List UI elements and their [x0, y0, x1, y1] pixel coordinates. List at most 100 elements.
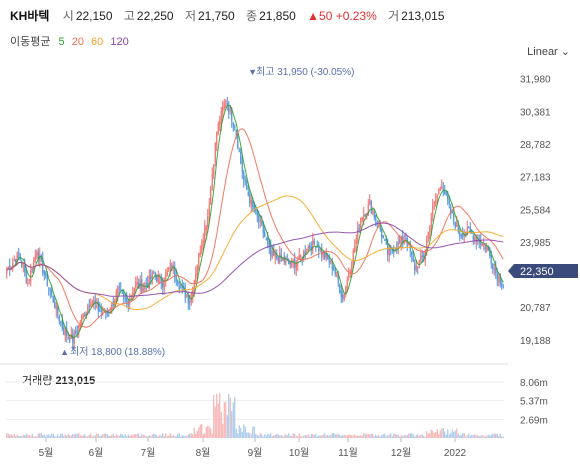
- candle-body[interactable]: [403, 240, 405, 245]
- candle-body[interactable]: [240, 151, 242, 163]
- candle-body[interactable]: [487, 245, 489, 251]
- candle-body[interactable]: [339, 284, 341, 293]
- candle-body[interactable]: [168, 268, 170, 270]
- candle-body[interactable]: [258, 214, 260, 222]
- candle-body[interactable]: [217, 123, 219, 134]
- candle-body[interactable]: [241, 161, 243, 173]
- candle-body[interactable]: [66, 328, 68, 336]
- candle-body[interactable]: [480, 240, 482, 245]
- candle-body[interactable]: [99, 309, 101, 312]
- candle-body[interactable]: [324, 252, 326, 258]
- candle-body[interactable]: [426, 239, 428, 251]
- candle-body[interactable]: [175, 274, 177, 282]
- candle-body[interactable]: [142, 287, 144, 292]
- candle-body[interactable]: [111, 303, 113, 312]
- candle-body[interactable]: [198, 252, 200, 265]
- candle-body[interactable]: [457, 225, 459, 232]
- ma120-legend[interactable]: 120: [110, 36, 129, 48]
- candle-body[interactable]: [361, 217, 363, 220]
- candle-body[interactable]: [375, 214, 377, 221]
- candle-body[interactable]: [117, 286, 119, 295]
- candle-body[interactable]: [36, 253, 38, 256]
- candle-body[interactable]: [406, 238, 408, 247]
- candle-body[interactable]: [12, 262, 14, 269]
- candle-body[interactable]: [43, 271, 45, 275]
- candle-body[interactable]: [90, 303, 92, 307]
- candle-body[interactable]: [421, 256, 423, 258]
- candle-body[interactable]: [318, 244, 320, 251]
- candle-body[interactable]: [265, 238, 267, 240]
- candle-body[interactable]: [447, 192, 449, 201]
- candle-body[interactable]: [469, 227, 471, 232]
- candle-body[interactable]: [204, 227, 206, 244]
- candle-body[interactable]: [343, 294, 345, 300]
- candle-body[interactable]: [187, 294, 189, 304]
- candle-body[interactable]: [441, 186, 443, 189]
- candle-body[interactable]: [100, 310, 102, 312]
- candle-body[interactable]: [93, 301, 95, 304]
- candle-body[interactable]: [252, 200, 254, 208]
- candle-body[interactable]: [10, 266, 12, 268]
- candle-body[interactable]: [16, 252, 18, 264]
- candle-body[interactable]: [85, 311, 87, 318]
- candle-body[interactable]: [459, 230, 461, 237]
- candle-body[interactable]: [247, 191, 249, 196]
- candle-body[interactable]: [336, 274, 338, 277]
- candle-body[interactable]: [352, 250, 354, 265]
- candle-body[interactable]: [417, 266, 419, 268]
- candle-body[interactable]: [271, 251, 273, 258]
- candle-body[interactable]: [330, 260, 332, 262]
- candle-body[interactable]: [250, 200, 252, 205]
- candle-body[interactable]: [196, 265, 198, 276]
- candle-body[interactable]: [357, 227, 359, 238]
- candle-body[interactable]: [60, 320, 62, 323]
- candle-body[interactable]: [238, 150, 240, 152]
- candle-body[interactable]: [274, 253, 276, 258]
- candle-body[interactable]: [27, 282, 29, 284]
- candle-body[interactable]: [177, 280, 179, 285]
- candle-body[interactable]: [415, 265, 417, 271]
- candle-body[interactable]: [367, 204, 369, 216]
- candle-body[interactable]: [360, 218, 362, 229]
- candle-body[interactable]: [51, 290, 53, 295]
- candle-body[interactable]: [369, 201, 371, 205]
- candle-body[interactable]: [456, 222, 458, 226]
- candle-body[interactable]: [121, 292, 123, 294]
- candle-body[interactable]: [420, 255, 422, 261]
- candle-body[interactable]: [135, 282, 137, 288]
- candle-body[interactable]: [126, 298, 128, 303]
- candle-body[interactable]: [493, 268, 495, 270]
- candle-body[interactable]: [382, 235, 384, 239]
- candle-body[interactable]: [372, 211, 374, 213]
- candle-body[interactable]: [256, 209, 258, 217]
- candle-body[interactable]: [333, 267, 335, 270]
- candle-body[interactable]: [277, 257, 279, 262]
- candle-body[interactable]: [226, 103, 228, 105]
- candle-body[interactable]: [48, 287, 50, 289]
- candle-body[interactable]: [303, 250, 305, 259]
- candle-body[interactable]: [30, 269, 32, 282]
- candle-body[interactable]: [267, 237, 269, 244]
- candle-body[interactable]: [499, 273, 501, 284]
- candle-body[interactable]: [501, 282, 503, 287]
- candle-body[interactable]: [201, 245, 203, 253]
- candle-body[interactable]: [474, 237, 476, 241]
- candle-body[interactable]: [97, 301, 99, 311]
- candle-body[interactable]: [348, 274, 350, 277]
- candle-body[interactable]: [39, 254, 41, 262]
- candle-body[interactable]: [61, 321, 63, 329]
- candle-body[interactable]: [436, 195, 438, 199]
- candle-body[interactable]: [472, 235, 474, 241]
- candle-body[interactable]: [165, 274, 167, 281]
- candle-body[interactable]: [427, 231, 429, 240]
- candle-body[interactable]: [151, 272, 153, 280]
- candle-body[interactable]: [174, 266, 176, 276]
- candle-body[interactable]: [432, 205, 434, 217]
- candle-body[interactable]: [213, 164, 215, 175]
- candle-body[interactable]: [322, 251, 324, 257]
- candle-body[interactable]: [63, 327, 65, 335]
- candle-body[interactable]: [411, 251, 413, 256]
- candle-body[interactable]: [331, 260, 333, 270]
- candle-body[interactable]: [483, 244, 485, 246]
